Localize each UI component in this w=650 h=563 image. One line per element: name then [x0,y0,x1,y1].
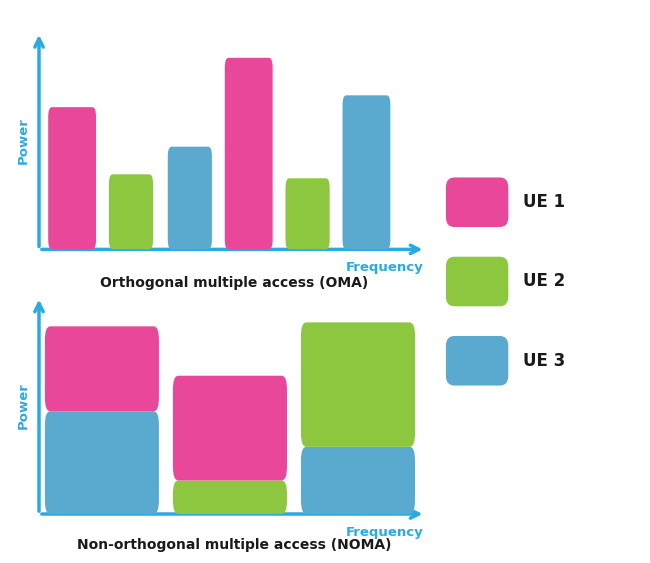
FancyBboxPatch shape [45,412,159,514]
FancyBboxPatch shape [285,178,330,249]
Text: UE 1: UE 1 [523,193,565,211]
Text: UE 2: UE 2 [523,272,565,291]
Text: Non-orthogonal multiple access (NOMA): Non-orthogonal multiple access (NOMA) [77,538,391,552]
FancyBboxPatch shape [109,175,153,249]
Text: UE 3: UE 3 [523,352,565,370]
Text: Frequency: Frequency [345,261,423,274]
Text: Frequency: Frequency [345,526,423,539]
FancyBboxPatch shape [168,147,212,249]
FancyBboxPatch shape [446,177,508,227]
Text: Power: Power [16,117,29,164]
FancyBboxPatch shape [343,95,391,249]
FancyBboxPatch shape [301,447,415,514]
FancyBboxPatch shape [45,327,159,412]
FancyBboxPatch shape [446,336,508,386]
Text: Power: Power [16,382,29,429]
Text: Orthogonal multiple access (OMA): Orthogonal multiple access (OMA) [100,276,368,290]
FancyBboxPatch shape [301,323,415,447]
FancyBboxPatch shape [48,107,96,249]
FancyBboxPatch shape [225,58,272,249]
FancyBboxPatch shape [446,257,508,306]
FancyBboxPatch shape [173,480,287,514]
FancyBboxPatch shape [173,376,287,480]
